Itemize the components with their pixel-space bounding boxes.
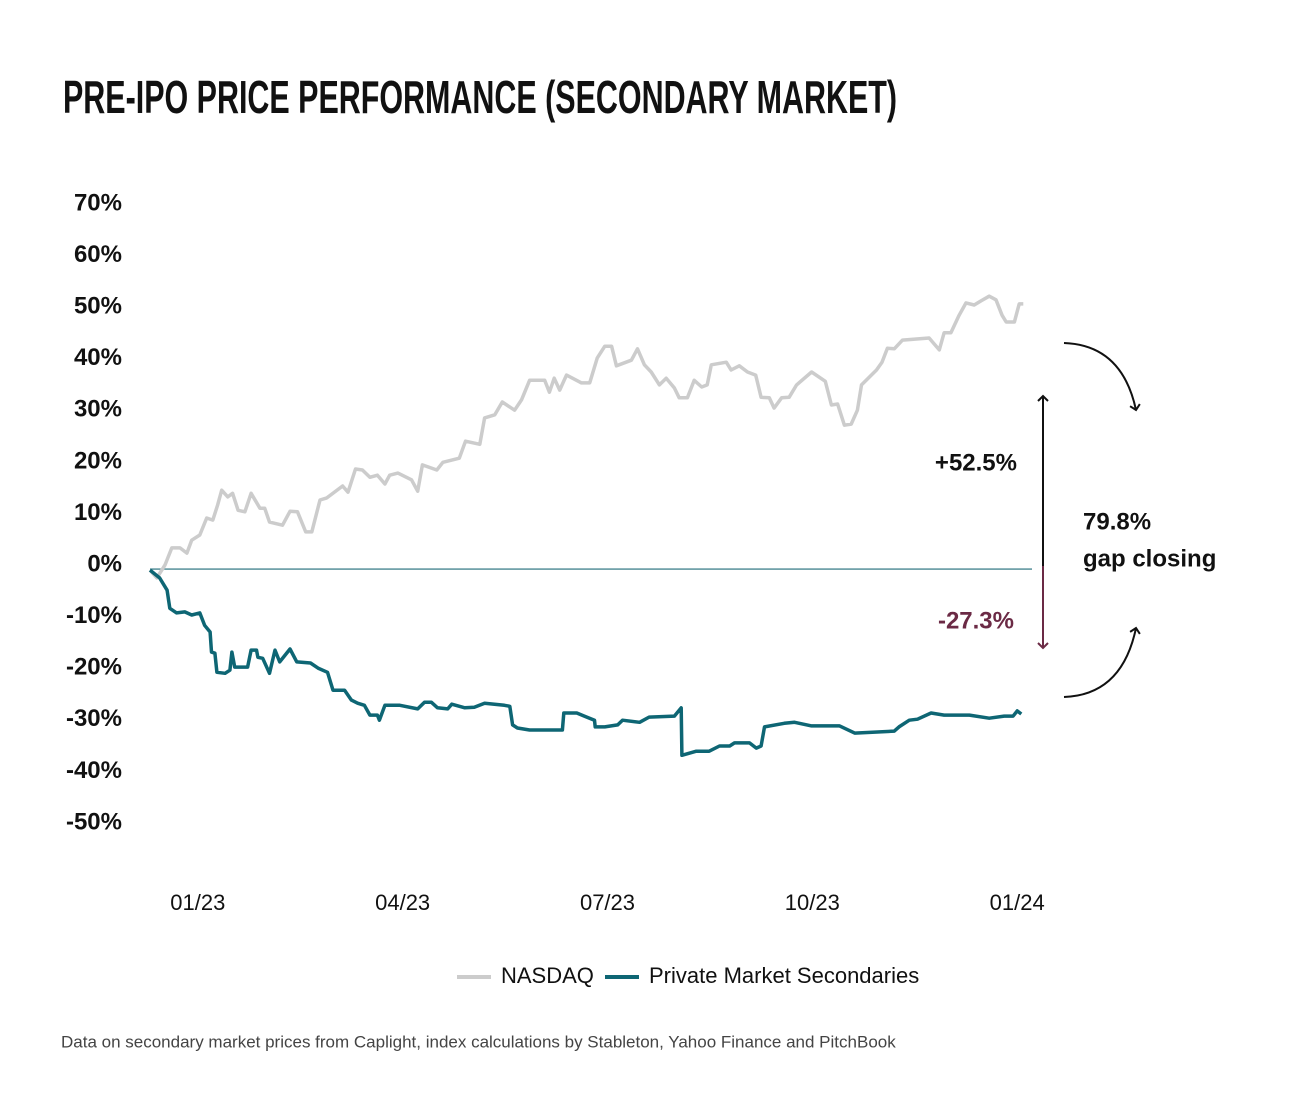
y-tick-label: 30% — [74, 396, 122, 423]
y-tick-label: 50% — [74, 293, 122, 320]
x-tick-label: 10/23 — [785, 890, 840, 915]
x-tick-label: 04/23 — [375, 890, 430, 915]
y-tick-label: -50% — [66, 808, 122, 835]
chart-title: PRE-IPO PRICE PERFORMANCE (SECONDARY MAR… — [63, 71, 897, 123]
curve-arrow-bottom — [1063, 626, 1141, 698]
annotation: 79.8% — [1083, 508, 1151, 535]
y-tick-label: -30% — [66, 705, 122, 732]
y-tick-label: 10% — [74, 499, 122, 526]
curve-arrow-top — [1063, 342, 1141, 412]
source-note: Data on secondary market prices from Cap… — [61, 1032, 896, 1051]
y-tick-label: 0% — [87, 550, 122, 577]
y-tick-label: 40% — [74, 344, 122, 371]
annotation: +52.5% — [935, 449, 1017, 476]
legend-label: Private Market Secondaries — [649, 963, 919, 988]
y-tick-label: -40% — [66, 757, 122, 784]
annotation: gap closing — [1083, 545, 1216, 572]
x-tick-label: 01/23 — [170, 890, 225, 915]
y-tick-label: -10% — [66, 602, 122, 629]
x-tick-label: 07/23 — [580, 890, 635, 915]
y-tick-label: 70% — [74, 189, 122, 216]
y-tick-label: 20% — [74, 447, 122, 474]
annotation: -27.3% — [938, 607, 1014, 634]
series-line — [148, 294, 1024, 580]
x-tick-label: 01/24 — [990, 890, 1045, 915]
legend-label: NASDAQ — [501, 963, 594, 988]
series-line — [148, 568, 1023, 758]
y-tick-label: -20% — [66, 654, 122, 681]
y-tick-label: 60% — [74, 241, 122, 268]
